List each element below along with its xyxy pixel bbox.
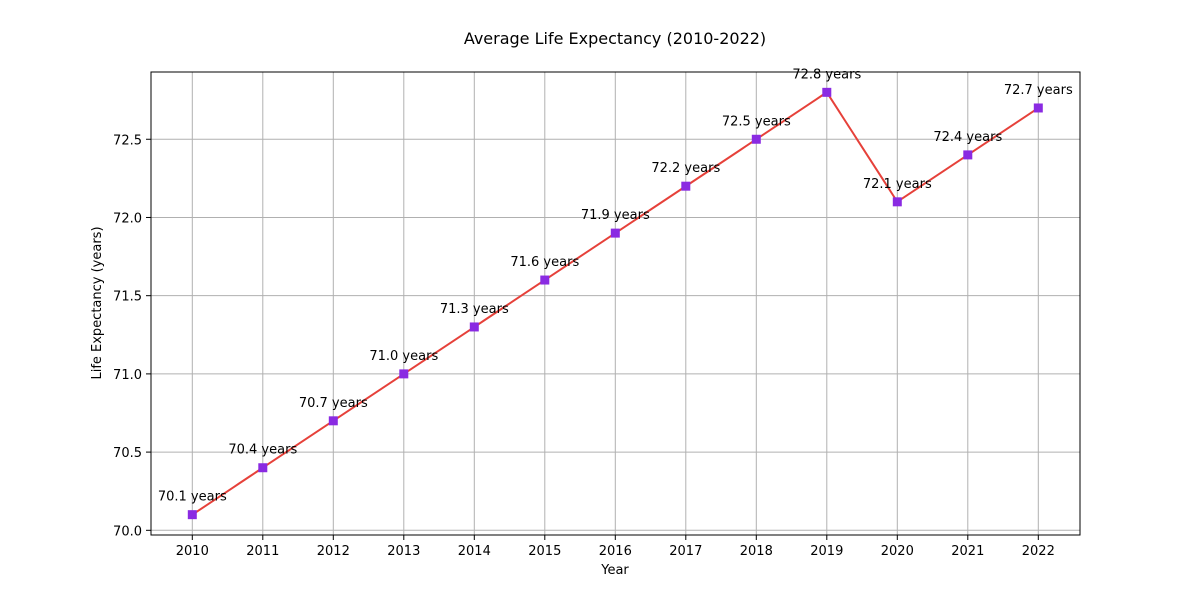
series-line	[187, 87, 1043, 520]
data-label: 72.2 years	[651, 161, 720, 176]
data-point-marker	[822, 87, 832, 97]
data-label: 71.3 years	[440, 302, 509, 317]
y-axis-ticks: 70.0 70.5 71.0 71.5 72.0 72.5	[113, 133, 151, 539]
x-tick-label: 2019	[810, 544, 843, 559]
x-tick-label: 2016	[599, 544, 632, 559]
y-tick-label: 71.0	[113, 368, 142, 383]
data-label: 72.4 years	[933, 130, 1002, 145]
plot-frame	[150, 71, 1081, 536]
x-tick-label: 2017	[669, 544, 702, 559]
chart-title: Average Life Expectancy (2010-2022)	[464, 29, 766, 48]
y-tick-label: 72.0	[113, 211, 142, 226]
x-tick-label: 2020	[881, 544, 914, 559]
x-tick-label: 2022	[1022, 544, 1055, 559]
data-point-marker	[610, 228, 620, 238]
data-point-marker	[1033, 103, 1043, 113]
data-point-marker	[469, 322, 479, 332]
y-tick-label: 71.5	[113, 290, 142, 305]
grid	[151, 72, 1080, 535]
data-point-marker	[540, 275, 550, 285]
data-label: 71.6 years	[510, 255, 579, 270]
x-axis-title: Year	[600, 563, 629, 578]
y-tick-label: 72.5	[113, 133, 142, 148]
y-tick-label: 70.0	[113, 524, 142, 539]
data-point-marker	[258, 463, 268, 473]
data-label: 72.8 years	[792, 67, 861, 82]
x-tick-label: 2012	[317, 544, 350, 559]
data-label: 70.1 years	[158, 490, 227, 505]
data-label: 71.9 years	[581, 208, 650, 223]
x-tick-label: 2014	[458, 544, 491, 559]
data-label: 72.7 years	[1004, 83, 1073, 98]
x-axis-ticks: 2010 2011 2012 2013 2014 2015 2016 2017 2018 2019…	[176, 535, 1055, 559]
y-axis-title: Life Expectancy (years)	[90, 226, 105, 379]
y-tick-label: 70.5	[113, 446, 142, 461]
data-point-marker	[751, 134, 761, 144]
x-tick-label: 2011	[246, 544, 279, 559]
data-labels: 70.1 years 70.4 years 70.7 years 71.0 years…	[158, 67, 1073, 504]
data-label: 71.0 years	[369, 349, 438, 364]
data-point-marker	[681, 181, 691, 191]
data-point-marker	[963, 150, 973, 160]
data-label: 70.4 years	[228, 443, 297, 458]
data-label: 70.7 years	[299, 396, 368, 411]
x-tick-label: 2013	[387, 544, 420, 559]
x-tick-label: 2010	[176, 544, 209, 559]
data-point-marker	[892, 197, 902, 207]
data-label: 72.1 years	[863, 177, 932, 192]
x-tick-label: 2015	[528, 544, 561, 559]
x-tick-label: 2018	[740, 544, 773, 559]
data-point-marker	[187, 510, 197, 520]
x-tick-label: 2021	[951, 544, 984, 559]
data-point-marker	[399, 369, 409, 379]
data-point-marker	[328, 416, 338, 426]
data-label: 72.5 years	[722, 114, 791, 129]
